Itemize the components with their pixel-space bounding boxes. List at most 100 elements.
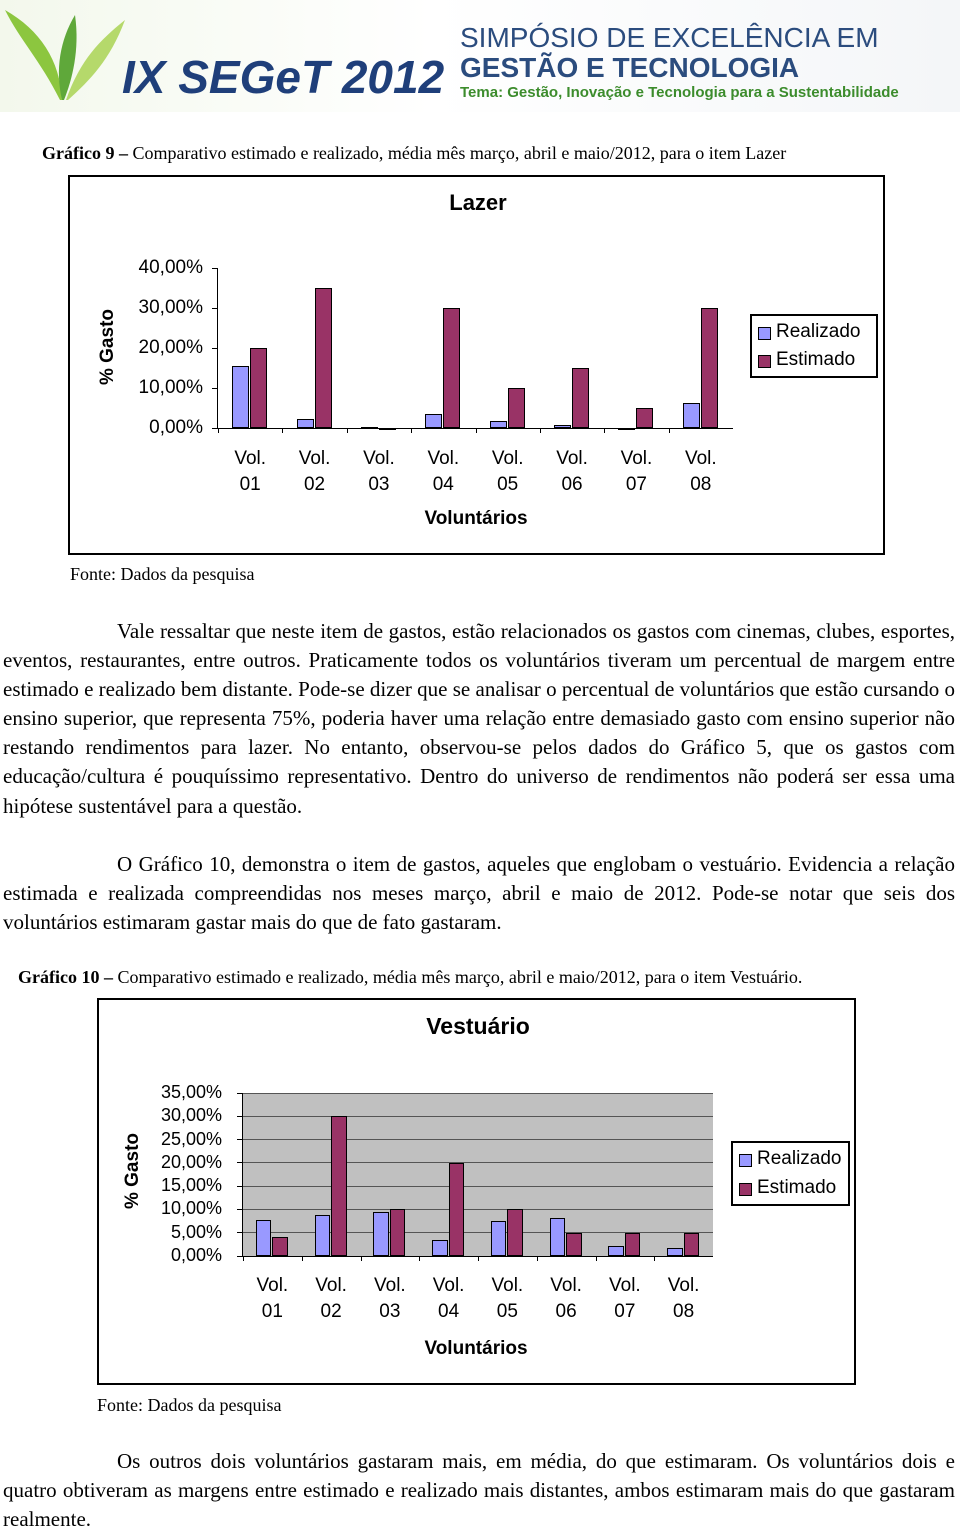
- x-tick: [536, 1256, 538, 1261]
- x-axis-label: Voluntários: [424, 508, 528, 529]
- y-tick: [237, 1162, 243, 1164]
- y-tick-label: 35,00%: [160, 1082, 222, 1102]
- x-tick: [243, 1256, 244, 1261]
- y-tick: [237, 1208, 243, 1210]
- x-tick: [668, 428, 670, 433]
- chart-title: Lazer: [449, 190, 507, 215]
- legend: [750, 314, 878, 378]
- caption-label: Gráfico 10 –: [18, 967, 113, 987]
- bar: [443, 308, 461, 428]
- bar: [566, 1232, 582, 1256]
- bar: [507, 388, 525, 428]
- y-tick-label: 0,00%: [170, 1245, 222, 1265]
- x-tick: [346, 428, 348, 433]
- x-tick-label: Vol. 02: [298, 448, 331, 495]
- x-tick-label: Vol. 05: [491, 1275, 524, 1322]
- chart-frame: [68, 175, 885, 555]
- y-tick: [212, 307, 218, 309]
- paragraph: Os outros dois voluntários gastaram mais…: [3, 1449, 955, 1532]
- plot-area: [218, 268, 733, 428]
- y-tick-label: 15,00%: [160, 1175, 222, 1196]
- legend-label: Estimado: [757, 1176, 837, 1198]
- y-tick: [237, 1115, 243, 1117]
- bar: [432, 1240, 448, 1256]
- x-tick-label: Vol. 04: [427, 448, 460, 495]
- grid-line: [243, 1208, 713, 1210]
- caption-label: Gráfico 9 –: [42, 143, 128, 163]
- caption: Gráfico 10 – Comparativo estimado e real…: [18, 967, 802, 988]
- caption: Gráfico 9 – Comparativo estimado e reali…: [42, 143, 786, 164]
- bar: [608, 1246, 624, 1256]
- y-tick: [212, 267, 218, 269]
- x-tick-label: Vol. 01: [234, 448, 267, 495]
- y-tick-label: 0,00%: [149, 417, 203, 438]
- grid-line: [243, 1092, 713, 1094]
- bar: [554, 425, 572, 428]
- source: Fonte: Dados da pesquisa: [97, 1395, 282, 1415]
- bar: [232, 366, 250, 428]
- header-title-2: GESTÃO E TECNOLOGIA: [460, 52, 800, 83]
- bar: [667, 1248, 683, 1256]
- y-tick: [237, 1139, 243, 1141]
- grid-line: [243, 1185, 713, 1187]
- x-tick: [301, 1256, 303, 1261]
- paragraph: Vale ressaltar que neste item de gastos,…: [3, 619, 955, 818]
- x-tick: [475, 428, 477, 433]
- x-tick: [595, 1256, 597, 1261]
- y-tick: [212, 347, 218, 349]
- x-tick-label: Vol. 05: [491, 448, 524, 495]
- legend-swatch: [739, 1154, 752, 1167]
- bar: [490, 1221, 507, 1256]
- x-tick-label: Vol. 02: [315, 1275, 347, 1322]
- y-tick-label: 20,00%: [138, 337, 203, 358]
- legend-label: Estimado: [776, 349, 856, 370]
- header-title-1: SIMPÓSIO DE EXCELÊNCIA EM: [460, 22, 879, 53]
- x-tick-label: Vol. 08: [684, 448, 717, 495]
- grid-line: [243, 1162, 713, 1164]
- bar: [618, 428, 636, 430]
- bar: [489, 421, 507, 428]
- x-tick-label: Vol. 07: [620, 448, 653, 495]
- y-axis: [217, 268, 218, 428]
- y-tick-label: 10,00%: [138, 377, 203, 398]
- bar: [314, 1215, 331, 1256]
- bar: [314, 288, 332, 428]
- caption-text: Comparativo estimado e realizado, média …: [117, 967, 803, 987]
- legend-swatch: [758, 327, 771, 340]
- x-axis-label: Voluntários: [424, 1338, 528, 1359]
- bar: [507, 1209, 523, 1256]
- header-theme: Tema: Gestão, Inovação e Tecnologia para…: [460, 84, 899, 101]
- x-tick-label: Vol. 07: [609, 1275, 641, 1322]
- x-tick: [360, 1256, 362, 1261]
- bar: [360, 426, 378, 429]
- grid-line: [243, 1232, 713, 1234]
- y-tick-label: 30,00%: [138, 297, 203, 318]
- legend-label: Realizado: [757, 1148, 842, 1169]
- y-tick-label: 40,00%: [138, 257, 203, 278]
- x-tick-label: Vol. 03: [374, 1275, 406, 1322]
- bar: [636, 408, 654, 428]
- y-tick-label: 10,00%: [160, 1198, 222, 1219]
- bar: [373, 1212, 389, 1256]
- y-tick: [237, 1092, 243, 1094]
- header-banner: IX SEGeT 2012 SIMPÓSIO DE EXCELÊNCIA EM …: [0, 0, 960, 112]
- x-tick: [218, 428, 219, 433]
- bar: [389, 1209, 406, 1256]
- bar: [624, 1232, 641, 1256]
- x-tick: [604, 428, 606, 433]
- y-tick: [237, 1255, 243, 1257]
- bar: [425, 414, 443, 428]
- bar: [448, 1162, 465, 1256]
- x-tick-label: Vol. 03: [363, 448, 395, 495]
- paragraph: O Gráfico 10, demonstra o item de gastos…: [3, 852, 955, 935]
- bar: [682, 403, 700, 428]
- chart-title: Vestuário: [426, 1013, 530, 1039]
- logo: IX SEGeT 2012: [122, 51, 445, 103]
- grid-line: [243, 1139, 713, 1141]
- y-tick-label: 5,00%: [170, 1221, 222, 1242]
- legend-swatch: [739, 1182, 752, 1196]
- x-tick-label: Vol. 01: [256, 1275, 289, 1322]
- y-tick-label: 20,00%: [160, 1151, 222, 1172]
- bar: [296, 419, 314, 428]
- bar: [572, 368, 590, 428]
